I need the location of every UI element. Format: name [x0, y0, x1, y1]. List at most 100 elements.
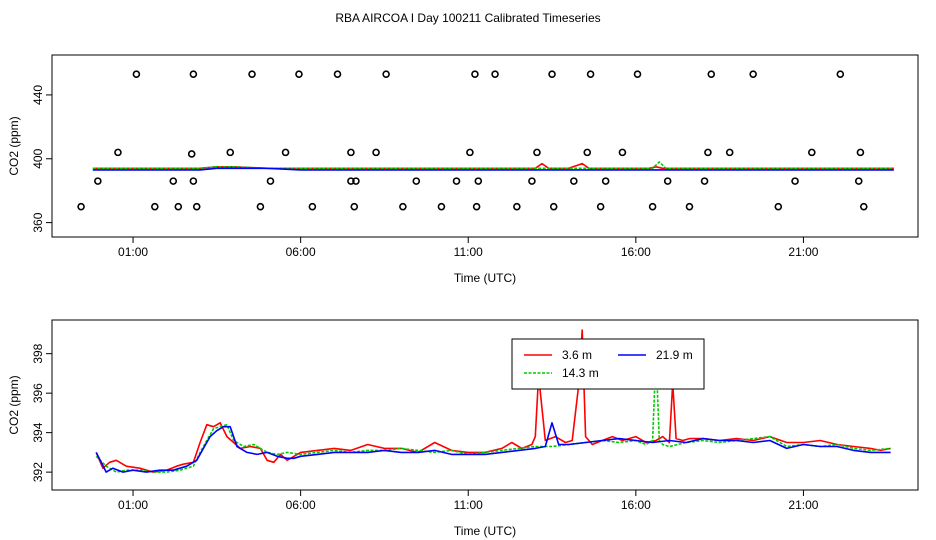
- x-axis-label: Time (UTC): [454, 524, 516, 538]
- data-point-marker: [749, 70, 757, 78]
- data-point-marker: [114, 148, 122, 157]
- data-point-marker: [836, 70, 845, 78]
- data-point-marker: [350, 202, 359, 211]
- data-point-marker: [437, 202, 446, 211]
- data-point-marker: [412, 177, 421, 185]
- x-tick-label: 06:00: [286, 498, 316, 512]
- x-tick-label: 01:00: [118, 245, 148, 259]
- data-point-marker: [854, 177, 863, 185]
- legend-label: 21.9 m: [656, 348, 693, 362]
- y-tick-label: 396: [31, 383, 45, 403]
- data-point-marker: [549, 202, 558, 211]
- data-point-marker: [94, 177, 102, 185]
- data-point-marker: [648, 202, 657, 211]
- data-point-marker: [774, 202, 783, 211]
- data-point-marker: [707, 70, 716, 78]
- data-point-marker: [548, 70, 556, 78]
- data-point-marker: [700, 177, 709, 185]
- data-point-marker: [347, 148, 355, 157]
- data-point-marker: [295, 70, 303, 78]
- plot-frame: [51, 319, 919, 491]
- data-point-marker: [583, 148, 592, 157]
- y-tick-label: 398: [31, 343, 45, 363]
- plot-frame: [51, 54, 919, 238]
- series-line-21-9-m: [92, 167, 894, 171]
- data-point-marker: [633, 70, 642, 78]
- data-point-marker: [466, 148, 474, 157]
- series-line-21-9-m: [95, 421, 891, 473]
- y-tick-label: 394: [31, 422, 45, 442]
- data-point-marker: [474, 177, 483, 185]
- data-point-marker: [192, 202, 201, 211]
- data-point-marker: [256, 202, 265, 211]
- y-tick-label: 392: [31, 462, 45, 482]
- data-point-marker: [399, 202, 407, 211]
- data-point-marker: [382, 70, 390, 78]
- data-point-marker: [372, 148, 380, 157]
- data-point-marker: [856, 148, 865, 157]
- data-point-marker: [859, 202, 868, 211]
- y-tick-label: 360: [31, 212, 45, 232]
- series-line-3-6-m: [95, 329, 891, 473]
- top-panel: 01:00 06:00 11:00 16:00 21:00 360 400 440 Time (…: [7, 54, 919, 285]
- data-point-marker: [663, 177, 672, 185]
- y-tick-label: 440: [31, 85, 45, 105]
- y-axis-label: CO2 (ppm): [7, 375, 21, 434]
- data-point-marker: [347, 177, 355, 185]
- data-point-marker: [174, 202, 183, 211]
- x-tick-label: 11:00: [454, 498, 483, 512]
- figure-title: RBA AIRCOA I Day 100211 Calibrated Times…: [335, 11, 600, 25]
- plot-area: [77, 70, 894, 211]
- legend: 3.6 m 14.3 m 21.9 m: [511, 338, 705, 390]
- x-tick-label: 16:00: [621, 498, 651, 512]
- data-point-marker: [169, 177, 178, 185]
- data-point-marker: [281, 148, 290, 157]
- legend-label: 3.6 m: [562, 348, 592, 362]
- y-axis-label: CO2 (ppm): [7, 116, 21, 175]
- data-point-marker: [452, 177, 461, 185]
- data-point-marker: [808, 148, 816, 157]
- series-line-14-3-m: [95, 352, 891, 473]
- bottom-panel: 01:00 06:00 11:00 16:00 21:00 392 394 396 398 Tim…: [7, 319, 919, 538]
- data-point-marker: [570, 177, 578, 185]
- data-point-marker: [189, 70, 198, 78]
- data-point-marker: [151, 202, 159, 211]
- data-point-marker: [586, 70, 595, 78]
- data-point-marker: [352, 177, 360, 185]
- x-tick-label: 06:00: [286, 245, 316, 259]
- data-point-marker: [685, 202, 694, 211]
- x-tick-label: 21:00: [788, 245, 818, 259]
- data-point-marker: [725, 148, 734, 157]
- x-tick-label: 16:00: [621, 245, 651, 259]
- data-point-marker: [471, 70, 479, 78]
- series-line-14-3-m: [92, 161, 894, 170]
- x-axis-label: Time (UTC): [454, 271, 516, 285]
- x-tick-label: 11:00: [454, 245, 483, 259]
- plot-area: [95, 329, 891, 473]
- data-point-marker: [491, 70, 499, 78]
- data-point-marker: [618, 148, 627, 157]
- data-point-marker: [333, 70, 342, 78]
- x-tick-label: 01:00: [118, 498, 148, 512]
- data-point-marker: [472, 202, 481, 211]
- data-point-marker: [132, 70, 141, 78]
- data-point-marker: [187, 150, 196, 158]
- data-point-marker: [77, 202, 85, 211]
- data-point-marker: [266, 177, 275, 185]
- data-point-marker: [513, 202, 521, 211]
- data-point-marker: [791, 177, 799, 185]
- data-point-marker: [533, 148, 541, 157]
- x-tick-label: 21:00: [788, 498, 818, 512]
- data-point-marker: [189, 177, 198, 185]
- legend-box: [511, 338, 705, 390]
- data-point-marker: [528, 177, 536, 185]
- legend-label: 14.3 m: [562, 366, 599, 380]
- y-tick-label: 400: [31, 148, 45, 168]
- data-point-marker: [596, 202, 605, 211]
- data-point-marker: [308, 202, 317, 211]
- data-point-marker: [248, 70, 256, 78]
- data-point-marker: [226, 148, 235, 157]
- data-point-marker: [601, 177, 610, 185]
- data-point-marker: [704, 148, 712, 157]
